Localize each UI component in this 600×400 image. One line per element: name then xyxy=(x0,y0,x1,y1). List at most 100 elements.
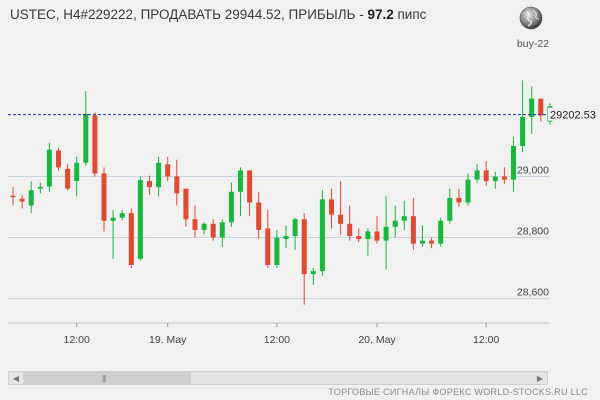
candle-body xyxy=(447,197,453,221)
candle xyxy=(338,181,344,235)
candle xyxy=(511,136,516,192)
candle-body xyxy=(19,198,25,202)
candle xyxy=(192,205,198,238)
price-tick-label: 28,800 xyxy=(517,226,549,238)
candle xyxy=(438,217,444,247)
scrollbar-grip-icon: ||| xyxy=(102,374,106,383)
candle-body xyxy=(110,217,116,221)
candle xyxy=(46,142,52,192)
candle-body xyxy=(401,216,407,221)
candle xyxy=(310,268,316,285)
candle-body xyxy=(46,149,52,187)
candle xyxy=(356,228,362,243)
candle xyxy=(101,167,107,232)
order-marker-label: buy-22 xyxy=(517,38,549,50)
candle xyxy=(128,208,134,269)
candle xyxy=(19,194,25,209)
candle xyxy=(456,188,462,208)
candle xyxy=(529,86,535,134)
candle-body xyxy=(137,180,143,259)
candle xyxy=(292,217,298,250)
candle-body xyxy=(283,236,289,240)
candle xyxy=(374,216,380,244)
chart-header: USTEC, H4#229222, ПРОДАВАТЬ 29944.52, ПР… xyxy=(10,7,426,22)
candle xyxy=(228,182,234,227)
time-tick-label: 12:00 xyxy=(64,334,90,346)
footer-credit: ТОРГОВЫЕ СИГНАЛЫ ФОРЕКС WORLD-STOCKS.RU … xyxy=(328,387,588,397)
candle xyxy=(365,228,371,256)
candle-body xyxy=(10,195,16,198)
candle-body xyxy=(92,115,98,174)
candle xyxy=(256,191,262,240)
candle xyxy=(83,91,89,166)
candle xyxy=(119,210,125,221)
candle-body xyxy=(347,223,353,237)
candle xyxy=(301,213,307,305)
horizontal-scrollbar[interactable]: ◀ ||| ▶ xyxy=(8,371,548,385)
candle xyxy=(274,229,280,269)
candle xyxy=(501,167,507,185)
candle-body xyxy=(165,164,171,177)
candle-body xyxy=(474,170,480,180)
candle xyxy=(447,188,453,224)
candle xyxy=(147,175,152,195)
header-unit: пипс xyxy=(393,7,427,22)
candle-body xyxy=(319,199,325,272)
header-symbol-text: USTEC, H4#229222, ПРОДАВАТЬ 29944.52, ПР… xyxy=(10,7,368,22)
globe-icon[interactable] xyxy=(519,6,543,30)
candle-body xyxy=(74,162,80,182)
current-price-label: 29202.53 xyxy=(550,110,596,122)
candle-body xyxy=(247,170,253,203)
candle xyxy=(283,225,289,249)
candle-body xyxy=(174,176,180,194)
scroll-right-arrow-icon[interactable]: ▶ xyxy=(536,373,544,383)
candle-body xyxy=(83,113,89,163)
candle-body xyxy=(183,188,189,220)
candle-body xyxy=(210,223,216,238)
candle xyxy=(174,159,180,206)
time-tick-label: 12:00 xyxy=(264,334,290,346)
candle xyxy=(65,164,71,191)
scrollbar-thumb[interactable]: ||| xyxy=(23,372,191,384)
candle xyxy=(347,205,353,241)
candle xyxy=(210,219,216,241)
scroll-left-arrow-icon[interactable]: ◀ xyxy=(12,373,20,383)
candle xyxy=(538,98,544,122)
candle xyxy=(319,190,325,276)
candle xyxy=(474,164,480,183)
candle-body xyxy=(374,231,380,241)
candle xyxy=(56,147,61,171)
candle xyxy=(28,181,34,214)
price-tick-label: 29,000 xyxy=(517,165,549,177)
candle-body xyxy=(201,223,207,230)
candle xyxy=(265,210,271,269)
candle xyxy=(92,112,98,177)
candle-body xyxy=(101,173,107,221)
candle-body xyxy=(501,176,507,180)
time-tick-label: 20. May xyxy=(358,334,396,346)
candle-body xyxy=(65,168,71,189)
candle-body xyxy=(483,170,489,182)
candle xyxy=(37,182,43,194)
candle-body xyxy=(356,236,362,240)
candle-body xyxy=(28,190,34,206)
candle xyxy=(392,205,398,238)
price-tick-label: 28,600 xyxy=(517,287,549,299)
candle-body xyxy=(37,186,43,189)
candle-body xyxy=(128,213,134,266)
candle-body xyxy=(338,214,344,224)
candle-body xyxy=(520,116,526,146)
candle xyxy=(247,170,253,217)
candle-body xyxy=(365,231,371,240)
candle-body xyxy=(265,228,271,266)
candles-group xyxy=(10,80,553,305)
candle xyxy=(492,171,498,189)
candle-body xyxy=(256,202,262,230)
candle xyxy=(165,156,171,182)
chart-axes: 29,000 28,800 28,600 12:00 19. May 12:00 20. M… xyxy=(8,165,549,346)
candle-body xyxy=(392,220,398,227)
candle xyxy=(483,161,489,186)
candle xyxy=(465,173,471,206)
candle xyxy=(74,156,80,197)
